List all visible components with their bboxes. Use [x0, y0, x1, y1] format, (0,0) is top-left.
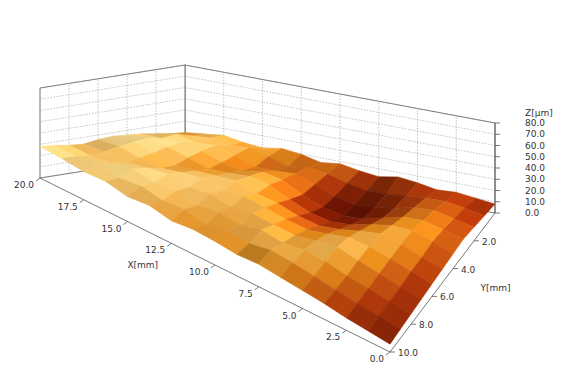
x-tick-label: 7.5 — [238, 289, 252, 299]
z-tick — [495, 179, 500, 180]
walls — [40, 65, 495, 213]
grid-line-z — [40, 76, 495, 134]
y-axis-line — [390, 213, 495, 352]
y-tick-label: 10.0 — [398, 348, 418, 358]
x-tick-label: 12.5 — [145, 245, 165, 255]
z-tick — [495, 134, 500, 135]
grid-line-z — [40, 65, 495, 123]
y-tick-label: 8.0 — [419, 320, 434, 330]
x-tick-label: 0.0 — [370, 354, 385, 364]
y-tick-label: 4.0 — [461, 265, 476, 275]
surface — [40, 133, 495, 345]
grid-line-z — [40, 88, 495, 146]
z-tick — [495, 145, 500, 146]
grid-line-z — [40, 121, 495, 179]
x-tick — [80, 200, 84, 203]
x-tick — [299, 309, 303, 312]
x-tick-label: 17.5 — [58, 202, 78, 212]
chart-container: 0.0 2.5 5.0 7.5 10.0 12.5 15.0 17.5 20.0 2.0 4.0 6.… — [0, 0, 573, 369]
x-tick — [211, 265, 215, 268]
surface-chart: 0.0 2.5 5.0 7.5 10.0 12.5 15.0 17.5 20.0 2.0 4.0 6.… — [0, 0, 573, 369]
y-tick — [390, 352, 395, 353]
z-tick — [495, 201, 500, 202]
z-tick-label: 30.0 — [525, 174, 545, 184]
x-tick-label: 20.0 — [14, 180, 34, 190]
z-tick — [495, 190, 500, 191]
grid-line-z — [40, 155, 495, 213]
z-tick — [495, 213, 500, 214]
y-tick-label: 6.0 — [440, 292, 455, 302]
z-tick — [495, 156, 500, 157]
z-axis-title: Z[µm] — [525, 108, 553, 118]
x-tick — [386, 352, 390, 355]
y-tick-label: 2.0 — [482, 237, 497, 247]
y-tick — [453, 268, 458, 269]
z-tick — [495, 168, 500, 169]
surface-cell — [368, 316, 400, 345]
x-axis-title: X[mm] — [127, 260, 158, 270]
x-axis-line — [40, 178, 390, 352]
side-wall — [40, 65, 185, 178]
y-tick — [432, 296, 437, 297]
axes: 0.0 2.5 5.0 7.5 10.0 12.5 15.0 17.5 20.0 2.0 4.0 6.… — [14, 118, 545, 364]
z-tick — [495, 123, 500, 124]
x-tick — [342, 330, 346, 333]
y-tick — [411, 324, 416, 325]
x-tick-label: 5.0 — [282, 311, 297, 321]
z-tick-label: 60.0 — [525, 141, 545, 151]
z-tick-label: 40.0 — [525, 163, 545, 173]
z-tick-label: 10.0 — [525, 197, 545, 207]
surface-cell — [40, 145, 76, 158]
x-tick-label: 10.0 — [189, 267, 209, 277]
z-tick-label: 0.0 — [525, 208, 540, 218]
x-tick — [167, 243, 171, 246]
grid — [40, 65, 495, 213]
y-axis-title: Y[mm] — [480, 283, 511, 293]
x-tick — [255, 287, 259, 290]
z-tick-label: 50.0 — [525, 152, 545, 162]
x-tick — [36, 178, 40, 181]
z-tick-label: 20.0 — [525, 186, 545, 196]
z-tick-label: 80.0 — [525, 118, 545, 128]
x-tick-label: 2.5 — [326, 332, 340, 342]
grid-line-z — [40, 99, 495, 157]
z-tick-label: 70.0 — [525, 129, 545, 139]
y-tick — [474, 240, 479, 241]
surface-cell — [84, 165, 120, 182]
x-tick — [124, 222, 128, 225]
x-tick-label: 15.0 — [101, 224, 121, 234]
back-wall — [185, 65, 495, 213]
